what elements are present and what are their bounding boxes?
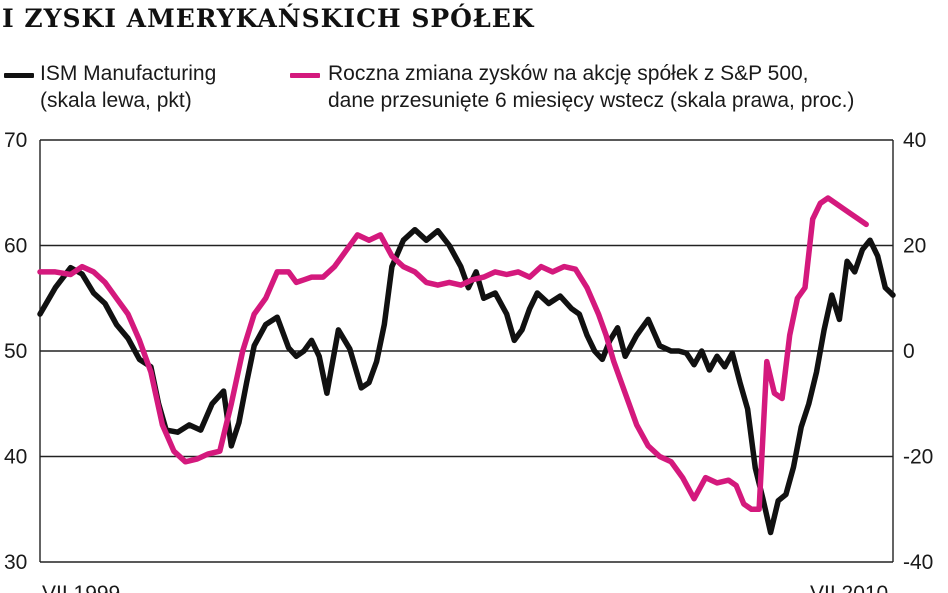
x-tick-label-end: VII 2010 xyxy=(810,582,888,593)
tick-labels: 70 60 50 40 30 40 20 0 -20 -40 VII 1999 VII 2010 xyxy=(4,129,933,593)
y-left-tick-label: 30 xyxy=(4,551,27,574)
legend-ism-line2: (skala lewa, pkt) xyxy=(40,89,192,112)
legend-ism-line1: ISM Manufacturing xyxy=(40,62,217,85)
y-left-tick-label: 60 xyxy=(4,235,27,258)
chart-title: I ZYSKI AMERYKAŃSKICH SPÓŁEK xyxy=(2,4,535,33)
y-right-tick-label: 40 xyxy=(903,129,926,152)
legend-sp500-line1: Roczna zmiana zysków na akcję spółek z S… xyxy=(328,62,809,85)
series-line-ism xyxy=(37,226,896,536)
axes xyxy=(39,140,894,562)
y-right-tick-label: 20 xyxy=(903,235,926,258)
y-left-tick-label: 50 xyxy=(4,340,27,363)
legend-swatch-ism xyxy=(4,73,34,78)
y-right-tick-label: -20 xyxy=(903,446,933,469)
legend-swatch-sp500 xyxy=(290,73,320,78)
series-lines xyxy=(37,195,896,536)
legend-sp500: Roczna zmiana zysków na akcję spółek z S… xyxy=(328,60,854,114)
y-right-tick-label: -40 xyxy=(903,551,933,574)
legend-sp500-line2: dane przesunięte 6 miesięcy wstecz (skal… xyxy=(328,89,855,112)
y-right-tick-label: 0 xyxy=(903,340,915,363)
y-left-tick-label: 40 xyxy=(4,446,27,469)
series-line-sp500 xyxy=(37,195,869,513)
x-tick-label-start: VII 1999 xyxy=(42,582,120,593)
y-left-tick-label: 70 xyxy=(4,129,27,152)
legend-ism: ISM Manufacturing (skala lewa, pkt) xyxy=(40,60,216,114)
